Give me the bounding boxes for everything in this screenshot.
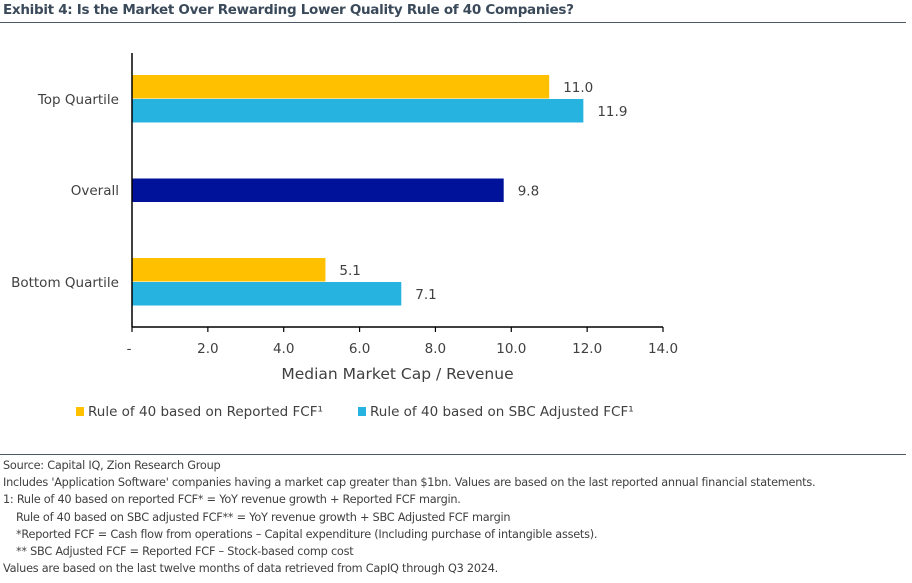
legend-swatch-reported <box>76 407 84 416</box>
data-label: 11.0 <box>563 80 593 96</box>
bar-chart: Top Quartile Overall Bottom Quartile 11.011… <box>11 53 678 420</box>
x-tick-label: 14.0 <box>648 341 678 357</box>
data-label: 11.9 <box>597 104 627 120</box>
category-label: Overall <box>71 183 119 199</box>
bar-sbc <box>132 99 584 123</box>
legend-swatch-sbc <box>358 407 366 416</box>
footnote-sbc-fcf: ** SBC Adjusted FCF = Reported FCF – Sto… <box>16 545 354 559</box>
x-axis-title: Median Market Cap / Revenue <box>281 365 513 383</box>
category-label: Top Quartile <box>37 92 119 108</box>
x-tick-label: - <box>127 341 132 357</box>
x-tick-label: 6.0 <box>349 341 370 357</box>
data-label: 9.8 <box>518 184 539 200</box>
footnote-1: 1: Rule of 40 based on reported FCF* = Y… <box>3 493 461 507</box>
includes-note: Includes 'Application Software' companie… <box>3 476 816 490</box>
legend-label-sbc: Rule of 40 based on SBC Adjusted FCF¹ <box>370 404 634 420</box>
notes-divider <box>0 454 906 455</box>
data-label: 5.1 <box>339 263 360 279</box>
footnote-reported-fcf: *Reported FCF = Cash flow from operation… <box>16 527 598 541</box>
bar-reported <box>132 75 550 99</box>
source-note: Source: Capital IQ, Zion Research Group <box>3 459 221 472</box>
period-note: Values are based on the last twelve mont… <box>3 562 499 576</box>
x-tick-label: 12.0 <box>572 341 602 357</box>
data-label: 7.1 <box>415 287 436 303</box>
category-label: Bottom Quartile <box>11 275 119 291</box>
x-tick-label: 2.0 <box>197 341 218 357</box>
bar-reported <box>132 258 326 282</box>
footnote-1b: Rule of 40 based on SBC adjusted FCF** =… <box>16 510 511 524</box>
x-tick-label: 4.0 <box>273 341 294 357</box>
chart-notes: Source: Capital IQ, Zion Research Group … <box>3 457 816 577</box>
x-tick-label: 10.0 <box>496 341 526 357</box>
x-tick-label: 8.0 <box>425 341 446 357</box>
exhibit-title: Exhibit 4: Is the Market Over Rewarding … <box>3 2 574 18</box>
bar-sbc <box>132 282 402 306</box>
bar-overall <box>132 178 504 202</box>
legend-label-reported: Rule of 40 based on Reported FCF¹ <box>88 404 323 420</box>
title-divider <box>0 22 906 23</box>
